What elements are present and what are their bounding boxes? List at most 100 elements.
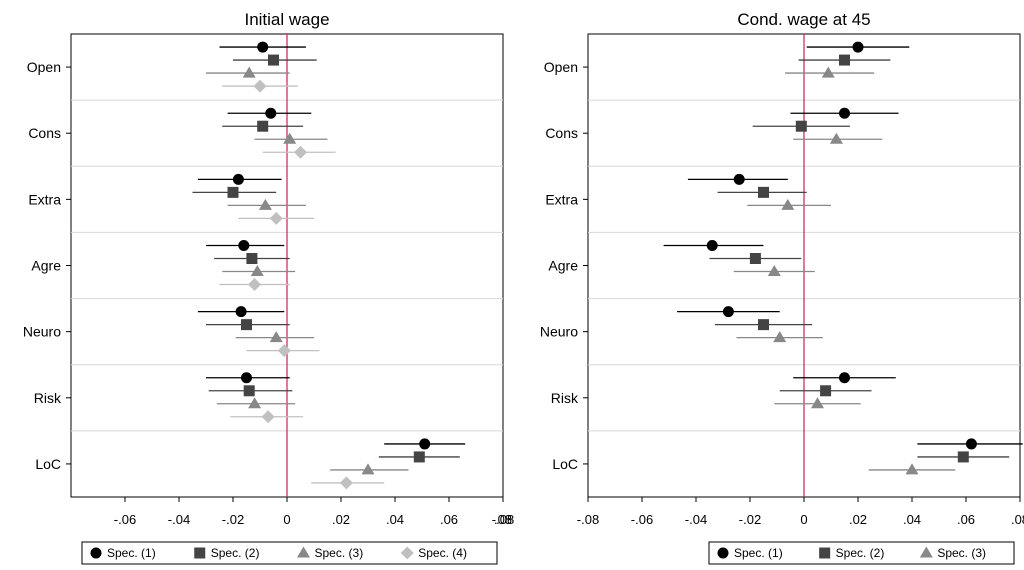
point-estimate xyxy=(829,132,843,144)
legend-label: Spec. (1) xyxy=(734,546,783,560)
point-estimate xyxy=(773,331,787,343)
y-tick-label: Neuro xyxy=(23,324,61,340)
point-estimate xyxy=(283,132,297,144)
point-estimate xyxy=(241,372,252,384)
point-estimate xyxy=(965,438,977,450)
y-tick-label: Risk xyxy=(34,390,62,406)
y-tick-label: Agre xyxy=(548,258,578,274)
point-estimate xyxy=(250,265,264,276)
legend-label: Spec. (4) xyxy=(418,546,467,560)
point-estimate xyxy=(767,265,781,276)
point-estimate xyxy=(722,306,734,318)
x-tick-label: -.08 xyxy=(492,512,514,527)
legend-label: Spec. (2) xyxy=(836,546,885,560)
x-tick-label: -.06 xyxy=(631,512,653,527)
series-2 xyxy=(192,54,460,463)
y-tick-label: Cons xyxy=(545,125,578,141)
point-estimate xyxy=(839,54,850,66)
series-4 xyxy=(219,79,385,490)
x-tick-label: .08 xyxy=(494,512,512,527)
legend-label: Spec. (2) xyxy=(211,546,260,560)
point-estimate xyxy=(269,211,283,225)
point-estimate xyxy=(781,198,795,210)
y-tick-label: Risk xyxy=(551,390,579,406)
point-estimate xyxy=(795,120,807,132)
series-3 xyxy=(206,66,409,475)
x-tick-label: .04 xyxy=(903,512,921,527)
y-tick-label: Extra xyxy=(28,191,61,207)
panel-2: Cond. wage at 45 Open Cons Extra Agre Neuro Ri… xyxy=(540,10,1024,565)
point-estimate xyxy=(758,319,769,331)
point-estimate xyxy=(361,463,375,475)
point-estimate xyxy=(253,79,267,93)
point-estimate xyxy=(419,438,431,450)
point-estimate xyxy=(811,397,824,409)
point-estimate xyxy=(241,319,252,331)
point-estimate xyxy=(294,145,307,159)
x-tick-label: 0 xyxy=(283,512,290,527)
point-estimate xyxy=(820,385,832,397)
legend-label: Spec. (1) xyxy=(107,546,156,560)
x-tick-label: 0 xyxy=(800,512,807,527)
legend-marker xyxy=(297,546,310,558)
point-estimate xyxy=(257,41,269,53)
point-estimate xyxy=(242,66,256,78)
x-tick-label: -.02 xyxy=(739,512,761,527)
point-estimate xyxy=(246,253,258,264)
point-estimate xyxy=(261,410,275,424)
y-tick-label: Open xyxy=(27,59,61,75)
series-1 xyxy=(197,41,466,450)
point-estimate xyxy=(258,198,272,210)
x-tick-label: .06 xyxy=(957,512,975,527)
series-1 xyxy=(663,41,1023,450)
point-estimate xyxy=(265,107,277,119)
y-tick-label: Extra xyxy=(545,191,578,207)
x-tick-label: -.02 xyxy=(222,512,244,527)
y-tick-label: Cons xyxy=(28,125,61,141)
point-estimate xyxy=(821,66,835,78)
y-tick-label: LoC xyxy=(35,456,61,472)
legend: Spec. (1) Spec. (2) Spec. (3) Spec. (4) xyxy=(81,541,498,565)
x-tick-label: -.04 xyxy=(685,512,707,527)
legend-box xyxy=(708,541,1015,565)
point-estimate xyxy=(268,54,279,66)
legend-marker xyxy=(400,546,414,560)
legend-marker xyxy=(919,546,933,558)
panel-1: Initial wage Open Cons Extra Agre Neuro Risk Lo… xyxy=(23,10,514,565)
point-estimate xyxy=(957,451,969,463)
point-estimate xyxy=(749,253,761,264)
legend-marker xyxy=(819,547,831,559)
point-estimate xyxy=(339,476,353,490)
series-3 xyxy=(733,66,956,475)
legend-box xyxy=(81,541,498,565)
chart-title: Cond. wage at 45 xyxy=(737,10,870,29)
x-tick-label: .02 xyxy=(849,512,867,527)
x-tick-label: -.06 xyxy=(114,512,136,527)
y-tick-label: LoC xyxy=(552,456,578,472)
legend-marker xyxy=(717,547,729,559)
x-tick-label: -.04 xyxy=(168,512,190,527)
point-estimate xyxy=(238,240,250,251)
legend-label: Spec. (3) xyxy=(315,546,364,560)
point-estimate xyxy=(758,186,769,198)
y-tick-label: Neuro xyxy=(540,324,578,340)
point-estimate xyxy=(269,331,283,343)
y-tick-label: Open xyxy=(544,59,578,75)
legend-marker xyxy=(194,547,206,559)
point-estimate xyxy=(243,385,255,397)
point-estimate xyxy=(248,278,262,291)
point-estimate xyxy=(839,372,850,384)
point-estimate xyxy=(733,173,745,185)
point-estimate xyxy=(248,397,262,409)
point-estimate xyxy=(413,451,425,463)
legend: Spec. (1) Spec. (2) Spec. (3) xyxy=(708,541,1015,565)
chart-title: Initial wage xyxy=(244,10,329,29)
x-tick-label: -.08 xyxy=(577,512,599,527)
point-estimate xyxy=(905,463,919,475)
point-estimate xyxy=(232,173,244,185)
point-estimate xyxy=(257,120,269,132)
x-tick-label: .02 xyxy=(332,512,350,527)
legend-label: Spec. (3) xyxy=(937,546,986,560)
series-2 xyxy=(709,54,1010,463)
